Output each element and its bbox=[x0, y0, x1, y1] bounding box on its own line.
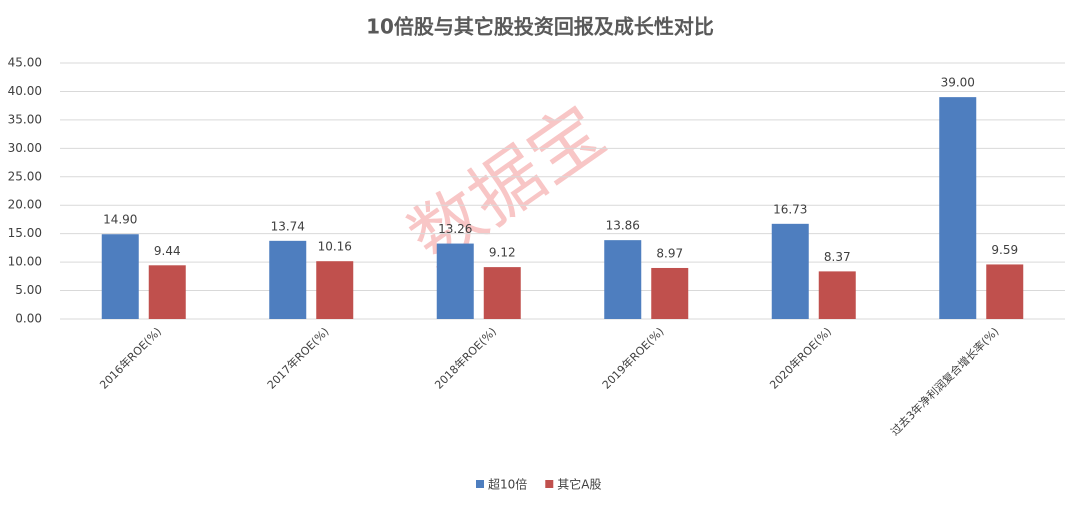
y-tick-label: 40.00 bbox=[8, 84, 42, 98]
bar bbox=[818, 271, 856, 319]
legend-label: 超10倍 bbox=[488, 477, 527, 492]
value-label: 9.44 bbox=[154, 244, 181, 258]
value-label: 13.74 bbox=[271, 219, 305, 233]
value-label: 13.26 bbox=[438, 222, 472, 236]
legend-label: 其它A股 bbox=[557, 477, 601, 492]
x-tick-label: 2018年ROE(%) bbox=[432, 324, 499, 391]
bar bbox=[986, 264, 1024, 319]
x-tick-label: 2016年ROE(%) bbox=[97, 324, 164, 391]
legend-marker bbox=[476, 480, 484, 488]
y-tick-label: 45.00 bbox=[8, 56, 42, 70]
value-label: 14.90 bbox=[103, 213, 137, 227]
value-label: 10.16 bbox=[318, 240, 352, 254]
bar bbox=[316, 261, 354, 319]
value-label: 8.97 bbox=[656, 246, 683, 260]
bar bbox=[651, 267, 689, 319]
bar bbox=[148, 265, 186, 319]
value-label: 9.59 bbox=[991, 243, 1018, 257]
y-tick-label: 0.00 bbox=[15, 312, 42, 326]
value-label: 39.00 bbox=[941, 76, 975, 90]
value-label: 13.86 bbox=[606, 219, 640, 233]
value-label: 16.73 bbox=[773, 202, 807, 216]
value-label: 9.12 bbox=[489, 246, 516, 260]
x-tick-label: 2017年ROE(%) bbox=[264, 324, 331, 391]
bar bbox=[604, 240, 642, 319]
y-tick-label: 10.00 bbox=[8, 255, 42, 269]
bar bbox=[436, 243, 474, 319]
y-tick-label: 35.00 bbox=[8, 112, 42, 126]
x-tick-label: 2019年ROE(%) bbox=[599, 324, 666, 391]
bar bbox=[483, 267, 521, 319]
bar bbox=[269, 240, 307, 319]
legend-marker bbox=[545, 480, 554, 488]
bar bbox=[771, 223, 809, 319]
bar bbox=[101, 234, 139, 319]
value-label: 8.37 bbox=[824, 250, 851, 264]
bar bbox=[939, 97, 977, 319]
y-tick-label: 30.00 bbox=[8, 141, 42, 155]
x-tick-label: 过去3年净利润复合增长率(%) bbox=[888, 324, 1002, 438]
chart-title: 10倍股与其它股投资回报及成长性对比 bbox=[366, 15, 714, 39]
y-tick-label: 5.00 bbox=[15, 283, 42, 297]
y-tick-label: 25.00 bbox=[8, 169, 42, 183]
y-tick-label: 20.00 bbox=[8, 198, 42, 212]
x-tick-label: 2020年ROE(%) bbox=[767, 324, 834, 391]
y-tick-label: 15.00 bbox=[8, 226, 42, 240]
